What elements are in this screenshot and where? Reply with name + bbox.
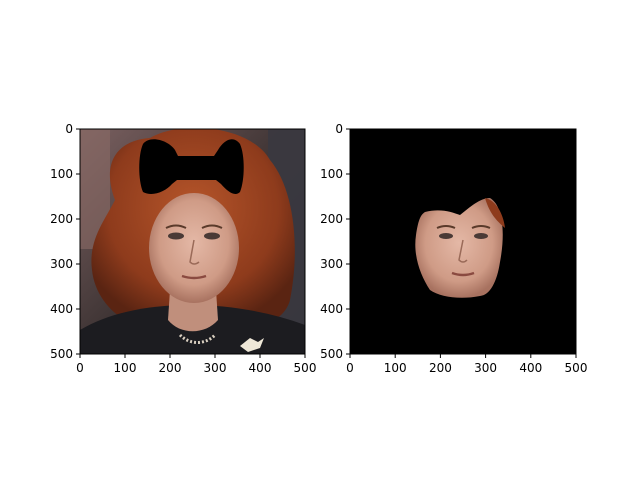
left-x-ticks: 0 100 200 300 400 500 [76,354,316,375]
right-x-tick-label: 200 [429,361,452,375]
left-x-tick-label: 200 [159,361,182,375]
right-y-tick-label: 100 [320,167,343,181]
left-y-tick-label: 400 [50,302,73,316]
left-x-tick-label: 0 [76,361,84,375]
right-y-ticks: 0 100 200 300 400 500 [320,122,350,361]
segmented-face [415,198,503,298]
left-y-tick-label: 500 [50,347,73,361]
right-axes-frame [349,128,577,355]
right-x-tick-label: 400 [519,361,542,375]
left-x-tick-label: 500 [294,361,317,375]
right-image-panel: 0 100 200 300 400 500 0 100 200 300 400 500 [320,122,587,375]
left-y-ticks: 0 100 200 300 400 500 [50,122,80,361]
right-x-tick-label: 300 [474,361,497,375]
left-axes-frame [79,128,306,355]
left-image-content [80,129,305,354]
left-y-tick-label: 300 [50,257,73,271]
bowtie-overlay [139,139,244,195]
left-y-tick-label: 0 [65,122,73,136]
left-y-tick-label: 100 [50,167,73,181]
right-x-ticks: 0 100 200 300 400 500 [346,354,587,375]
left-x-tick-label: 100 [114,361,137,375]
right-y-tick-label: 300 [320,257,343,271]
right-y-tick-label: 0 [335,122,343,136]
left-x-tick-label: 400 [249,361,272,375]
right-x-tick-label: 0 [346,361,354,375]
face [149,193,239,303]
left-image-panel: 0 100 200 300 400 500 0 100 200 300 400 500 [50,122,316,375]
pin-brooch [240,338,264,352]
right-x-tick-label: 500 [565,361,588,375]
right-image-content [350,129,576,354]
left-y-tick-label: 200 [50,212,73,226]
right-y-tick-label: 500 [320,347,343,361]
right-x-tick-label: 100 [384,361,407,375]
left-x-tick-label: 300 [204,361,227,375]
right-y-tick-label: 400 [320,302,343,316]
right-y-tick-label: 200 [320,212,343,226]
